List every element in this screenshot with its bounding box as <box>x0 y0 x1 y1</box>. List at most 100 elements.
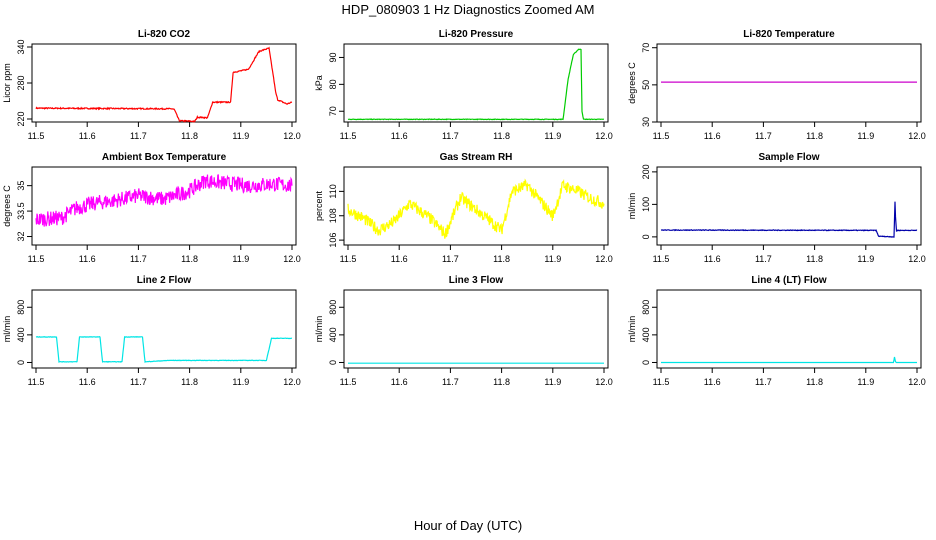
x-tick-label: 11.6 <box>391 377 408 387</box>
x-tick-label: 12.0 <box>908 131 926 141</box>
x-tick-label: 11.5 <box>653 131 670 141</box>
y-tick-label: 800 <box>328 300 338 315</box>
x-tick-label: 11.6 <box>79 377 96 387</box>
x-tick-label: 11.5 <box>340 377 357 387</box>
x-tick-label: 11.6 <box>704 377 721 387</box>
y-axis-label-7: ml/min <box>314 316 324 343</box>
plot-frame-3 <box>31 166 297 246</box>
x-tick-label: 11.7 <box>755 131 772 141</box>
x-tick-label: 11.5 <box>340 131 357 141</box>
x-tick-label: 12.0 <box>595 377 613 387</box>
x-tick-label: 11.6 <box>391 131 408 141</box>
plot-frame-4 <box>343 166 609 246</box>
x-tick-label: 11.5 <box>28 254 45 264</box>
x-tick-label: 11.5 <box>28 377 45 387</box>
x-tick-label: 11.5 <box>653 377 670 387</box>
y-tick-label: 800 <box>16 300 26 315</box>
y-tick-label: 0 <box>16 360 26 365</box>
y-tick-label: 90 <box>328 52 338 62</box>
series-line-5 <box>660 201 918 238</box>
x-tick-label: 11.5 <box>340 254 357 264</box>
x-tick-label: 11.7 <box>755 377 772 387</box>
y-tick-label: 50 <box>641 80 651 90</box>
x-tick-label: 11.8 <box>806 254 823 264</box>
x-tick-label: 11.8 <box>493 377 510 387</box>
series-line-8 <box>661 356 917 364</box>
plot-title-3: Ambient Box Temperature <box>102 152 227 163</box>
plot-frame-5 <box>656 166 922 246</box>
x-tick-label: 11.8 <box>493 131 510 141</box>
x-tick-label: 11.5 <box>28 131 45 141</box>
x-tick-label: 11.8 <box>181 377 198 387</box>
y-axis-label-5: ml/min <box>627 193 637 220</box>
x-tick-label: 11.8 <box>806 377 823 387</box>
x-tick-label: 11.6 <box>391 254 408 264</box>
y-axis-label-3: degrees C <box>2 185 12 227</box>
plot-frame-7 <box>343 289 609 369</box>
y-tick-label: 70 <box>328 106 338 116</box>
x-tick-label: 12.0 <box>283 377 301 387</box>
y-axis-label-8: ml/min <box>627 316 637 343</box>
y-tick-label: 400 <box>641 327 651 342</box>
x-tick-label: 11.5 <box>653 254 670 264</box>
x-tick-label: 12.0 <box>283 254 301 264</box>
x-tick-label: 12.0 <box>908 377 926 387</box>
x-tick-label: 11.9 <box>544 377 561 387</box>
x-tick-label: 11.8 <box>493 254 510 264</box>
x-tick-label: 11.6 <box>79 131 96 141</box>
plot-title-0: Li-820 CO2 <box>138 29 191 40</box>
y-tick-label: 32 <box>16 232 26 242</box>
y-axis-label-6: ml/min <box>2 316 12 343</box>
plot-frame-6 <box>31 289 297 369</box>
y-axis-label-4: percent <box>314 190 324 221</box>
x-tick-label: 11.6 <box>704 254 721 264</box>
plot-title-5: Sample Flow <box>758 152 819 163</box>
x-tick-label: 11.8 <box>181 254 198 264</box>
y-tick-label: 100 <box>641 197 651 212</box>
x-tick-label: 12.0 <box>283 131 301 141</box>
x-tick-label: 11.6 <box>704 131 721 141</box>
x-tick-label: 11.7 <box>130 254 147 264</box>
y-tick-label: 800 <box>641 300 651 315</box>
y-tick-label: 340 <box>16 39 26 54</box>
x-tick-label: 11.9 <box>544 131 561 141</box>
x-tick-label: 11.9 <box>232 377 249 387</box>
series-line-1 <box>347 48 605 121</box>
y-tick-label: 0 <box>328 360 338 365</box>
x-tick-label: 11.6 <box>79 254 96 264</box>
plot-title-2: Li-820 Temperature <box>743 29 835 40</box>
figure-title: HDP_080903 1 Hz Diagnostics Zoomed AM <box>341 2 595 17</box>
x-tick-label: 11.7 <box>130 131 147 141</box>
y-tick-label: 80 <box>328 79 338 89</box>
plot-title-7: Line 3 Flow <box>449 275 504 286</box>
y-tick-label: 200 <box>641 164 651 179</box>
x-tick-label: 12.0 <box>595 131 613 141</box>
x-tick-label: 11.9 <box>857 131 874 141</box>
y-tick-label: 30 <box>641 117 651 127</box>
y-tick-label: 400 <box>16 327 26 342</box>
y-tick-label: 33.5 <box>16 202 26 220</box>
x-tick-label: 11.9 <box>857 377 874 387</box>
plot-title-6: Line 2 Flow <box>137 275 192 286</box>
x-tick-label: 11.8 <box>806 131 823 141</box>
x-tick-label: 11.9 <box>857 254 874 264</box>
y-tick-label: 106 <box>328 233 338 248</box>
y-axis-label-0: Licor ppm <box>2 63 12 103</box>
plot-frame-2 <box>656 43 922 123</box>
y-tick-label: 35 <box>16 181 26 191</box>
x-tick-label: 11.9 <box>544 254 561 264</box>
series-line-3 <box>35 174 293 227</box>
y-tick-label: 400 <box>328 327 338 342</box>
x-tick-label: 11.7 <box>130 377 147 387</box>
x-tick-label: 11.7 <box>442 254 459 264</box>
y-tick-label: 220 <box>16 111 26 126</box>
y-tick-label: 0 <box>641 234 651 239</box>
plot-title-8: Line 4 (LT) Flow <box>751 275 827 286</box>
y-tick-label: 70 <box>641 43 651 53</box>
x-tick-label: 11.9 <box>232 254 249 264</box>
x-tick-label: 11.7 <box>755 254 772 264</box>
y-axis-label-2: degrees C <box>627 62 637 104</box>
series-line-6 <box>35 335 293 364</box>
y-tick-label: 0 <box>641 360 651 365</box>
plot-frame-1 <box>343 43 609 123</box>
